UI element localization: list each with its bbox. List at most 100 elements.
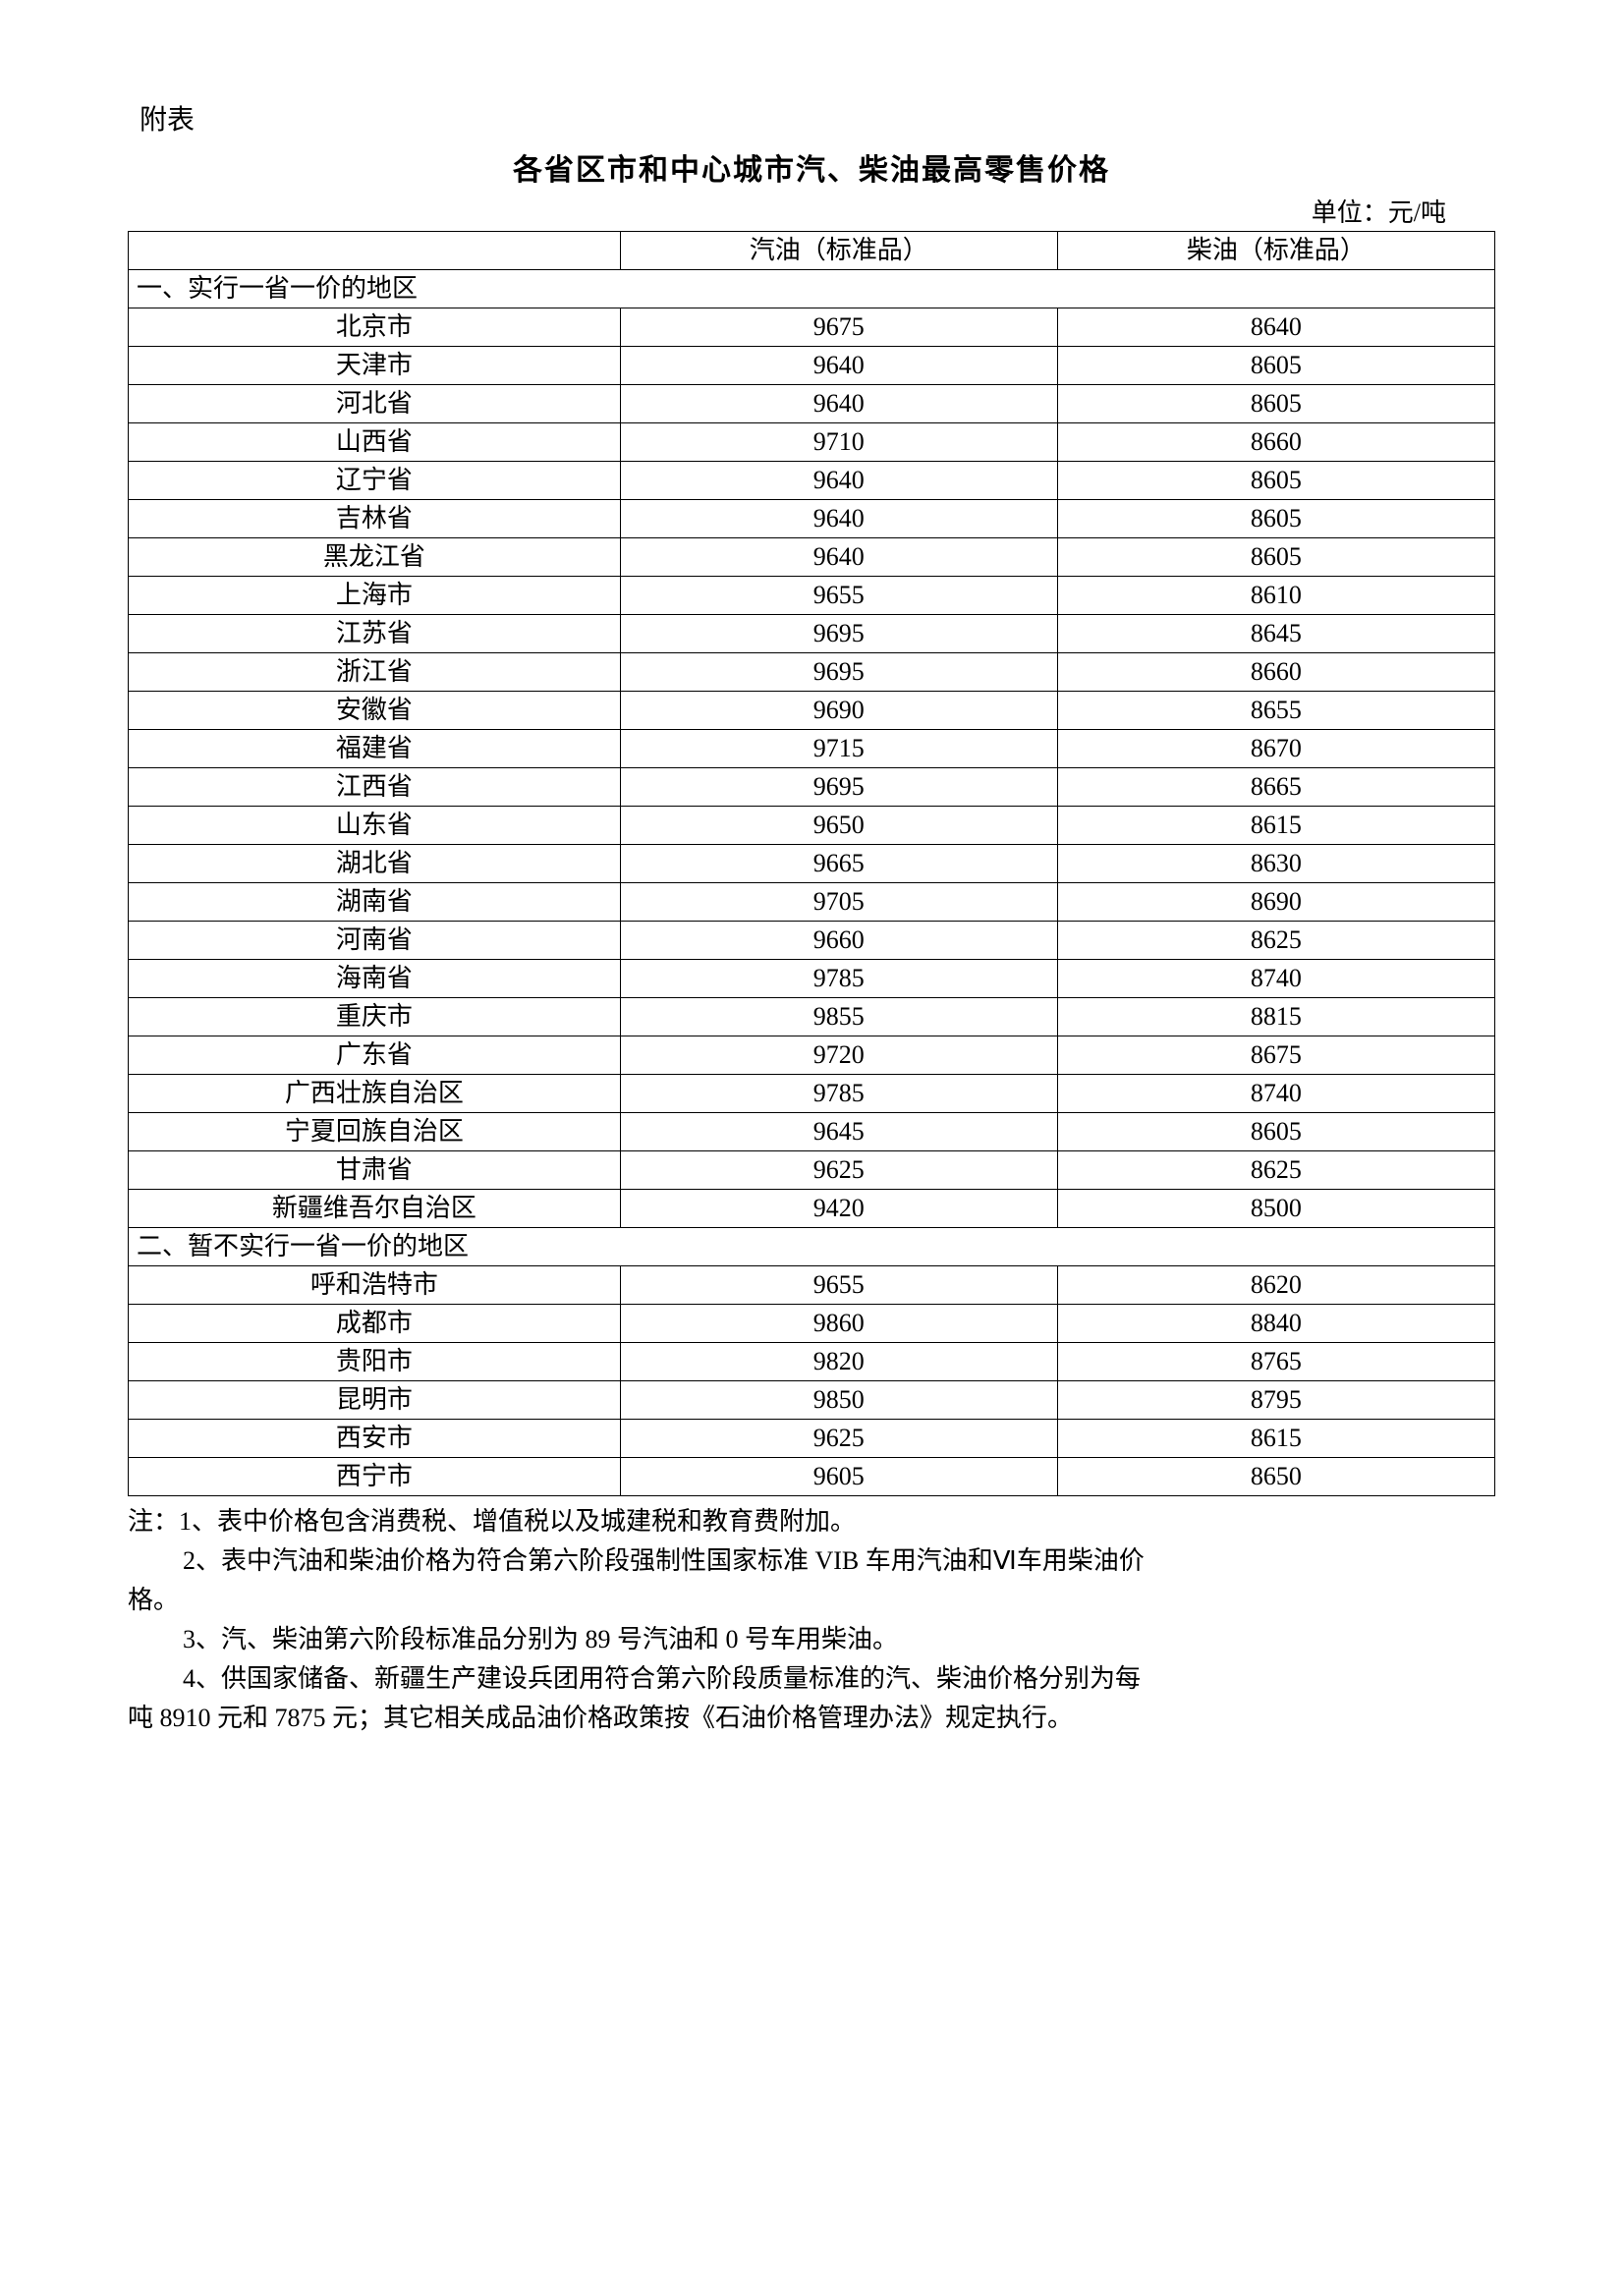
note-4b: 吨 8910 元和 7875 元；其它相关成品油价格政策按《石油价格管理办法》规…: [128, 1699, 1495, 1738]
table-row: 新疆维吾尔自治区94208500: [129, 1190, 1495, 1228]
gasoline-cell: 9860: [620, 1305, 1057, 1343]
region-cell: 山西省: [129, 423, 621, 462]
region-cell: 江苏省: [129, 615, 621, 653]
document-title: 各省区市和中心城市汽、柴油最高零售价格: [128, 145, 1495, 189]
table-row: 宁夏回族自治区96458605: [129, 1113, 1495, 1151]
diesel-cell: 8620: [1057, 1266, 1494, 1305]
diesel-cell: 8610: [1057, 577, 1494, 615]
table-row: 福建省97158670: [129, 730, 1495, 768]
gasoline-cell: 9625: [620, 1151, 1057, 1190]
diesel-cell: 8655: [1057, 692, 1494, 730]
section2-header-row-cell: 二、暂不实行一省一价的地区: [129, 1228, 1495, 1266]
region-cell: 西宁市: [129, 1458, 621, 1496]
table-row: 湖北省96658630: [129, 845, 1495, 883]
diesel-cell: 8840: [1057, 1305, 1494, 1343]
diesel-cell: 8605: [1057, 462, 1494, 500]
region-cell: 重庆市: [129, 998, 621, 1036]
col-header-diesel: 柴油（标准品）: [1057, 232, 1494, 270]
region-cell: 贵阳市: [129, 1343, 621, 1381]
gasoline-cell: 9710: [620, 423, 1057, 462]
table-row: 西安市96258615: [129, 1420, 1495, 1458]
gasoline-cell: 9645: [620, 1113, 1057, 1151]
diesel-cell: 8660: [1057, 653, 1494, 692]
table-row: 吉林省96408605: [129, 500, 1495, 538]
table-header-row: 汽油（标准品） 柴油（标准品）: [129, 232, 1495, 270]
gasoline-cell: 9695: [620, 615, 1057, 653]
table-row: 昆明市98508795: [129, 1381, 1495, 1420]
price-table: 汽油（标准品） 柴油（标准品） 一、实行一省一价的地区北京市96758640天津…: [128, 231, 1495, 1496]
region-cell: 北京市: [129, 308, 621, 347]
table-row: 辽宁省96408605: [129, 462, 1495, 500]
diesel-cell: 8660: [1057, 423, 1494, 462]
diesel-cell: 8815: [1057, 998, 1494, 1036]
note-3: 3、汽、柴油第六阶段标准品分别为 89 号汽油和 0 号车用柴油。: [128, 1620, 1495, 1659]
table-row: 甘肃省96258625: [129, 1151, 1495, 1190]
gasoline-cell: 9640: [620, 462, 1057, 500]
gasoline-cell: 9650: [620, 807, 1057, 845]
diesel-cell: 8605: [1057, 500, 1494, 538]
note-4a: 4、供国家储备、新疆生产建设兵团用符合第六阶段质量标准的汽、柴油价格分别为每: [128, 1659, 1495, 1699]
table-row: 江苏省96958645: [129, 615, 1495, 653]
gasoline-cell: 9675: [620, 308, 1057, 347]
region-cell: 浙江省: [129, 653, 621, 692]
section1-header-row: 一、实行一省一价的地区: [129, 270, 1495, 308]
diesel-cell: 8640: [1057, 308, 1494, 347]
table-row: 浙江省96958660: [129, 653, 1495, 692]
gasoline-cell: 9695: [620, 653, 1057, 692]
table-row: 山东省96508615: [129, 807, 1495, 845]
table-body: 一、实行一省一价的地区北京市96758640天津市96408605河北省9640…: [129, 270, 1495, 1496]
region-cell: 湖南省: [129, 883, 621, 922]
diesel-cell: 8625: [1057, 922, 1494, 960]
document-page: 附表 各省区市和中心城市汽、柴油最高零售价格 单位：元/吨 汽油（标准品） 柴油…: [0, 0, 1623, 2296]
gasoline-cell: 9715: [620, 730, 1057, 768]
diesel-cell: 8690: [1057, 883, 1494, 922]
region-cell: 甘肃省: [129, 1151, 621, 1190]
note-2a: 2、表中汽油和柴油价格为符合第六阶段强制性国家标准 VIB 车用汽油和Ⅵ车用柴油…: [128, 1541, 1495, 1581]
table-row: 黑龙江省96408605: [129, 538, 1495, 577]
table-row: 广东省97208675: [129, 1036, 1495, 1075]
region-cell: 安徽省: [129, 692, 621, 730]
diesel-cell: 8740: [1057, 1075, 1494, 1113]
gasoline-cell: 9420: [620, 1190, 1057, 1228]
table-row: 山西省97108660: [129, 423, 1495, 462]
diesel-cell: 8765: [1057, 1343, 1494, 1381]
gasoline-cell: 9640: [620, 500, 1057, 538]
diesel-cell: 8605: [1057, 385, 1494, 423]
gasoline-cell: 9660: [620, 922, 1057, 960]
region-cell: 成都市: [129, 1305, 621, 1343]
table-row: 贵阳市98208765: [129, 1343, 1495, 1381]
gasoline-cell: 9820: [620, 1343, 1057, 1381]
gasoline-cell: 9640: [620, 385, 1057, 423]
table-row: 重庆市98558815: [129, 998, 1495, 1036]
gasoline-cell: 9640: [620, 347, 1057, 385]
table-row: 河南省96608625: [129, 922, 1495, 960]
region-cell: 山东省: [129, 807, 621, 845]
gasoline-cell: 9655: [620, 1266, 1057, 1305]
region-cell: 黑龙江省: [129, 538, 621, 577]
region-cell: 湖北省: [129, 845, 621, 883]
table-row: 成都市98608840: [129, 1305, 1495, 1343]
table-row: 北京市96758640: [129, 308, 1495, 347]
table-row: 上海市96558610: [129, 577, 1495, 615]
unit-label: 单位：元/吨: [128, 193, 1495, 229]
region-cell: 上海市: [129, 577, 621, 615]
table-row: 湖南省97058690: [129, 883, 1495, 922]
table-row: 河北省96408605: [129, 385, 1495, 423]
diesel-cell: 8615: [1057, 1420, 1494, 1458]
section1-header-row-cell: 一、实行一省一价的地区: [129, 270, 1495, 308]
region-cell: 西安市: [129, 1420, 621, 1458]
region-cell: 河南省: [129, 922, 621, 960]
diesel-cell: 8630: [1057, 845, 1494, 883]
region-cell: 河北省: [129, 385, 621, 423]
diesel-cell: 8625: [1057, 1151, 1494, 1190]
region-cell: 江西省: [129, 768, 621, 807]
attachment-prefix: 附表: [140, 98, 1495, 138]
notes-block: 注：1、表中价格包含消费税、增值税以及城建税和教育费附加。 2、表中汽油和柴油价…: [128, 1502, 1495, 1738]
diesel-cell: 8645: [1057, 615, 1494, 653]
region-cell: 广西壮族自治区: [129, 1075, 621, 1113]
diesel-cell: 8605: [1057, 347, 1494, 385]
gasoline-cell: 9720: [620, 1036, 1057, 1075]
region-cell: 新疆维吾尔自治区: [129, 1190, 621, 1228]
gasoline-cell: 9665: [620, 845, 1057, 883]
diesel-cell: 8650: [1057, 1458, 1494, 1496]
